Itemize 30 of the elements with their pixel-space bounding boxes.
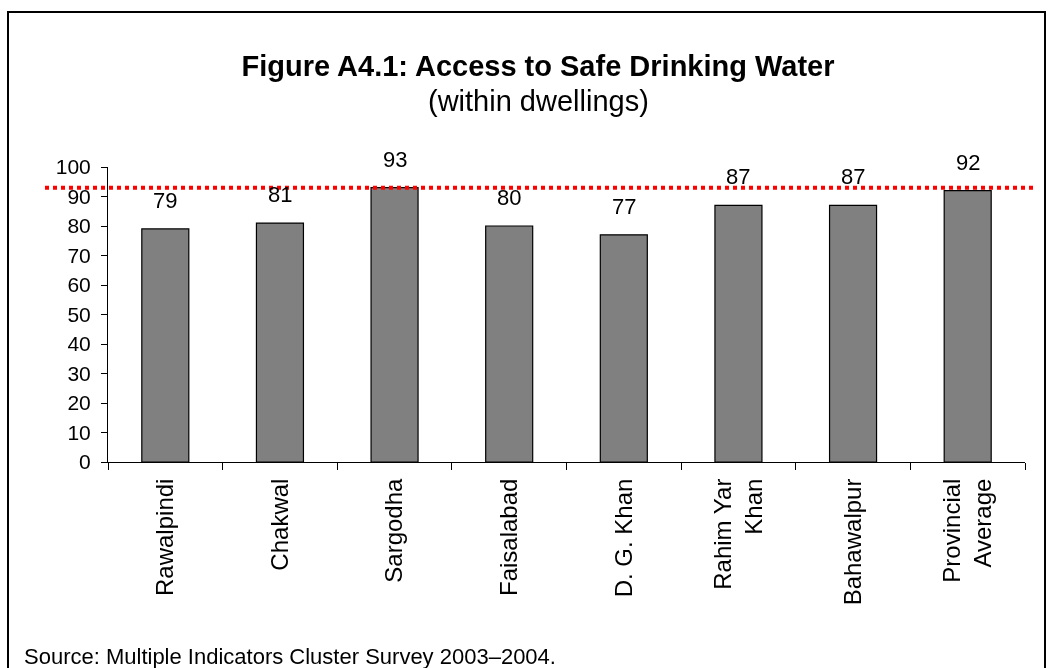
y-tick-label: 80 [67, 214, 91, 238]
y-tick-label: 90 [67, 184, 91, 208]
data-label: 93 [383, 147, 408, 172]
y-tick-label: 0 [79, 450, 91, 474]
data-label: 81 [268, 182, 293, 207]
data-label: 80 [497, 185, 522, 210]
data-label: 87 [726, 164, 751, 189]
x-tick-label: Chakwal [265, 478, 293, 571]
x-tick-label: D. G. Khan [609, 478, 637, 598]
chart-subtitle: (within dwellings) [428, 85, 649, 117]
data-label: 77 [612, 194, 637, 219]
y-tick-label: 100 [55, 155, 91, 179]
source-note: Source: Multiple Indicators Cluster Survey 2003–2004. [24, 644, 556, 668]
x-tick-label: Provincial Average [937, 478, 997, 583]
y-tick-label: 20 [67, 391, 91, 415]
data-label: 87 [841, 164, 866, 189]
x-tick-label: Rawalpindi [151, 478, 179, 597]
y-tick-label: 30 [67, 361, 91, 385]
x-tick-label: Sargodha [380, 477, 408, 583]
y-tick-label: 60 [67, 273, 91, 297]
chart-title: Figure A4.1: Access to Safe Drinking Water [241, 50, 835, 83]
data-label: 92 [956, 150, 981, 175]
x-tick-label: Bahawalpur [838, 478, 866, 606]
x-tick-label: Faisalabad [494, 478, 522, 597]
y-tick-label: 50 [67, 302, 91, 326]
y-tick-label: 40 [67, 332, 91, 356]
y-tick-label: 70 [67, 243, 91, 267]
y-tick-label: 10 [67, 420, 91, 444]
x-tick-label: Rahim Yar Khan [708, 478, 767, 590]
data-label: 79 [153, 188, 178, 213]
